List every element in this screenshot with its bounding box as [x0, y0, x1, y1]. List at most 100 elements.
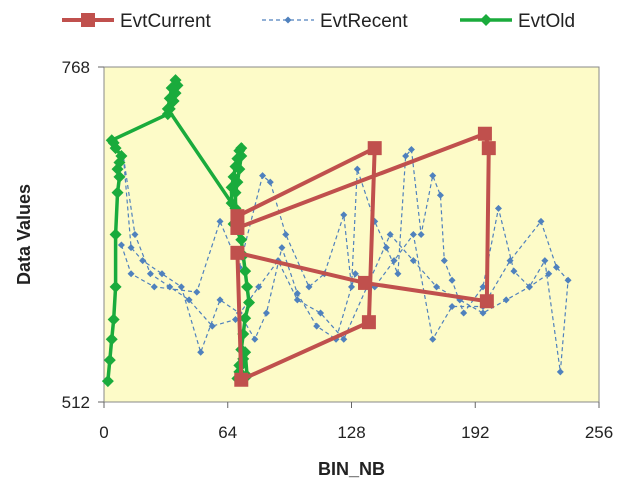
data-point — [131, 231, 139, 238]
legend-label: EvtCurrent — [120, 11, 212, 32]
data-point — [481, 141, 496, 156]
y-axis-title: Data Values — [14, 184, 34, 285]
data-point — [348, 283, 355, 291]
data-point — [117, 241, 125, 249]
y-tick-label: 512 — [62, 393, 90, 412]
data-point — [436, 191, 444, 199]
data-point — [239, 312, 252, 325]
plot-area — [103, 66, 600, 403]
x-tick-label: 0 — [99, 423, 108, 442]
data-point — [107, 313, 120, 326]
data-point — [545, 270, 553, 278]
data-point — [477, 126, 492, 141]
data-point — [429, 172, 437, 180]
legend: EvtCurrent EvtRecent EvtOld — [62, 11, 575, 32]
data-point — [216, 296, 224, 304]
data-point — [241, 280, 254, 293]
data-point — [556, 368, 564, 376]
data-point — [317, 309, 325, 317]
series-layer — [101, 74, 572, 388]
data-point — [278, 244, 286, 252]
data-point — [230, 209, 245, 224]
data-point — [166, 283, 174, 291]
data-point — [165, 81, 178, 94]
data-point — [564, 276, 572, 284]
axis-layer: 0 64 128 192 256 512 768 — [62, 58, 614, 442]
data-point — [262, 309, 270, 317]
data-point — [460, 309, 468, 317]
data-point — [235, 233, 248, 246]
data-point — [353, 165, 361, 173]
data-point — [433, 283, 441, 291]
data-point — [340, 335, 348, 343]
data-point — [402, 152, 410, 160]
data-point — [293, 296, 301, 304]
data-point — [313, 322, 321, 330]
data-point — [266, 178, 274, 186]
data-point — [407, 145, 415, 153]
legend-item-EvtRecent: EvtRecent — [262, 11, 408, 32]
data-point — [146, 270, 154, 278]
x-axis-title: BIN_NB — [318, 459, 385, 479]
data-point — [101, 375, 114, 388]
data-point — [340, 211, 348, 219]
data-point — [417, 231, 425, 238]
x-tick-label: 128 — [337, 423, 365, 442]
data-point — [251, 335, 259, 343]
data-point — [525, 283, 533, 291]
data-point — [163, 92, 176, 105]
data-point — [105, 134, 118, 147]
data-point — [197, 348, 205, 356]
data-point — [440, 257, 448, 265]
legend-label: EvtOld — [518, 11, 575, 32]
legend-item-EvtCurrent: EvtCurrent — [62, 11, 212, 32]
data-point — [127, 270, 135, 278]
x-tick-label: 192 — [461, 423, 489, 442]
x-tick-label: 256 — [585, 423, 613, 442]
data-point — [109, 280, 122, 293]
data-point — [81, 13, 95, 27]
data-point — [448, 276, 456, 284]
data-point — [150, 283, 158, 291]
data-point — [386, 231, 394, 238]
legend-item-EvtOld: EvtOld — [460, 11, 575, 32]
data-point — [284, 16, 292, 24]
data-point — [230, 220, 245, 235]
data-point — [541, 257, 549, 265]
data-point — [494, 204, 502, 212]
data-point — [479, 294, 494, 309]
data-point — [480, 14, 492, 26]
data-point — [510, 267, 518, 275]
data-point — [448, 302, 456, 310]
data-point — [382, 244, 390, 252]
data-point — [109, 228, 122, 241]
data-point — [243, 296, 256, 309]
data-point — [234, 372, 249, 387]
data-point — [537, 217, 545, 225]
data-point — [231, 176, 244, 189]
data-point — [361, 315, 376, 330]
data-point — [259, 172, 267, 180]
data-point — [351, 270, 359, 278]
data-point — [552, 263, 560, 271]
data-point — [367, 141, 382, 156]
data-point — [127, 244, 135, 252]
data-point — [111, 186, 124, 199]
data-point — [479, 309, 487, 317]
data-point — [506, 257, 514, 265]
data-point — [161, 102, 174, 115]
data-point — [139, 257, 147, 265]
y-tick-label: 768 — [62, 58, 90, 77]
data-point — [429, 335, 437, 343]
data-point — [479, 283, 487, 291]
data-point — [390, 257, 398, 265]
data-point — [239, 265, 252, 278]
x-tick-label: 64 — [218, 423, 237, 442]
legend-label: EvtRecent — [320, 11, 408, 32]
data-point — [105, 333, 118, 346]
data-point — [193, 288, 201, 296]
series-EvtOld — [101, 74, 256, 388]
data-point — [409, 257, 417, 265]
data-point — [158, 270, 166, 278]
